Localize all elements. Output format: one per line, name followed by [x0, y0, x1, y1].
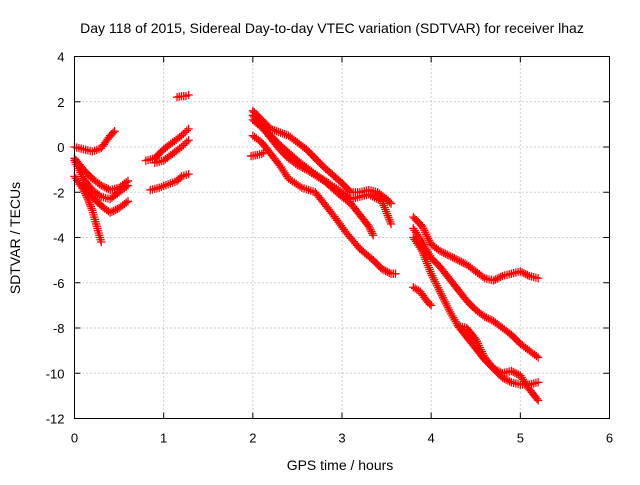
- x-tick-label: 5: [517, 431, 524, 446]
- series-track-q: [409, 233, 543, 389]
- series-track-m: [248, 131, 400, 278]
- data-point-marker: [180, 139, 190, 148]
- data-point-marker: [385, 197, 394, 207]
- x-axis-label: GPS time / hours: [287, 457, 394, 473]
- data-point-marker: [534, 396, 543, 405]
- x-tick-label: 4: [428, 431, 435, 446]
- series-track-g: [150, 136, 193, 167]
- data-point-marker: [184, 90, 193, 100]
- x-tick-label: 3: [338, 431, 345, 446]
- y-tick-label: 4: [57, 50, 64, 65]
- series-track-e: [79, 179, 133, 217]
- data-point-marker: [534, 378, 543, 387]
- series-track-i: [172, 90, 193, 102]
- data-marks: [70, 90, 543, 405]
- y-tick-label: -8: [53, 321, 65, 336]
- data-point-marker: [123, 176, 133, 186]
- data-point-marker: [184, 124, 193, 134]
- series-track-l: [248, 115, 396, 229]
- data-point-marker: [108, 128, 118, 137]
- series-track-r: [453, 321, 543, 405]
- y-tick-label: -10: [46, 366, 65, 381]
- data-point-marker: [182, 126, 191, 135]
- series-track-f: [141, 124, 193, 165]
- data-point-marker: [180, 128, 190, 137]
- x-tick-label: 1: [160, 431, 167, 446]
- x-tick-label: 0: [71, 431, 78, 446]
- data-point-marker: [386, 199, 396, 208]
- series-track-a: [70, 127, 119, 156]
- y-tick-label: -6: [53, 276, 65, 291]
- y-tick-label: 2: [57, 95, 64, 110]
- y-tick-label: -2: [53, 185, 65, 200]
- data-point-marker: [534, 353, 543, 362]
- data-point-marker: [391, 269, 400, 278]
- data-point-marker: [259, 148, 268, 157]
- x-tick-label: 2: [249, 431, 256, 446]
- data-point-marker: [182, 137, 191, 147]
- y-tick-label: -4: [53, 231, 65, 246]
- data-point-marker: [369, 231, 378, 240]
- data-point-marker: [97, 237, 106, 247]
- data-point-marker: [386, 219, 396, 229]
- plot-frame: [74, 56, 610, 419]
- y-tick-label: -12: [46, 412, 65, 427]
- series-track-s: [409, 283, 436, 310]
- data-point-marker: [184, 170, 193, 179]
- data-point-marker: [425, 299, 434, 309]
- y-tick-label: 0: [57, 140, 64, 155]
- y-axis-label: SDTVAR / TECUs: [7, 182, 23, 294]
- series-track-j: [248, 106, 396, 208]
- series-track-c: [70, 154, 133, 195]
- series-track-h: [146, 170, 193, 195]
- data-point-marker: [110, 127, 119, 136]
- data-point-marker: [427, 301, 436, 310]
- chart-title: Day 118 of 2015, Sidereal Day-to-day VTE…: [80, 20, 584, 36]
- data-point-marker: [345, 186, 354, 195]
- data-point-marker: [532, 394, 542, 403]
- data-point-marker: [123, 197, 133, 206]
- series-track-d: [70, 172, 106, 247]
- tick-layer: 0 1 2 3 4 5 6 -12 -10 -8 -6 -4 -2 0 2 4: [46, 50, 613, 446]
- data-point-marker: [184, 136, 193, 145]
- series-track-p: [409, 224, 543, 362]
- grid-layer: [74, 56, 610, 419]
- series-track-o: [409, 212, 543, 285]
- x-tick-label: 6: [606, 431, 613, 446]
- series-track-n: [246, 148, 268, 161]
- data-point-marker: [534, 274, 543, 283]
